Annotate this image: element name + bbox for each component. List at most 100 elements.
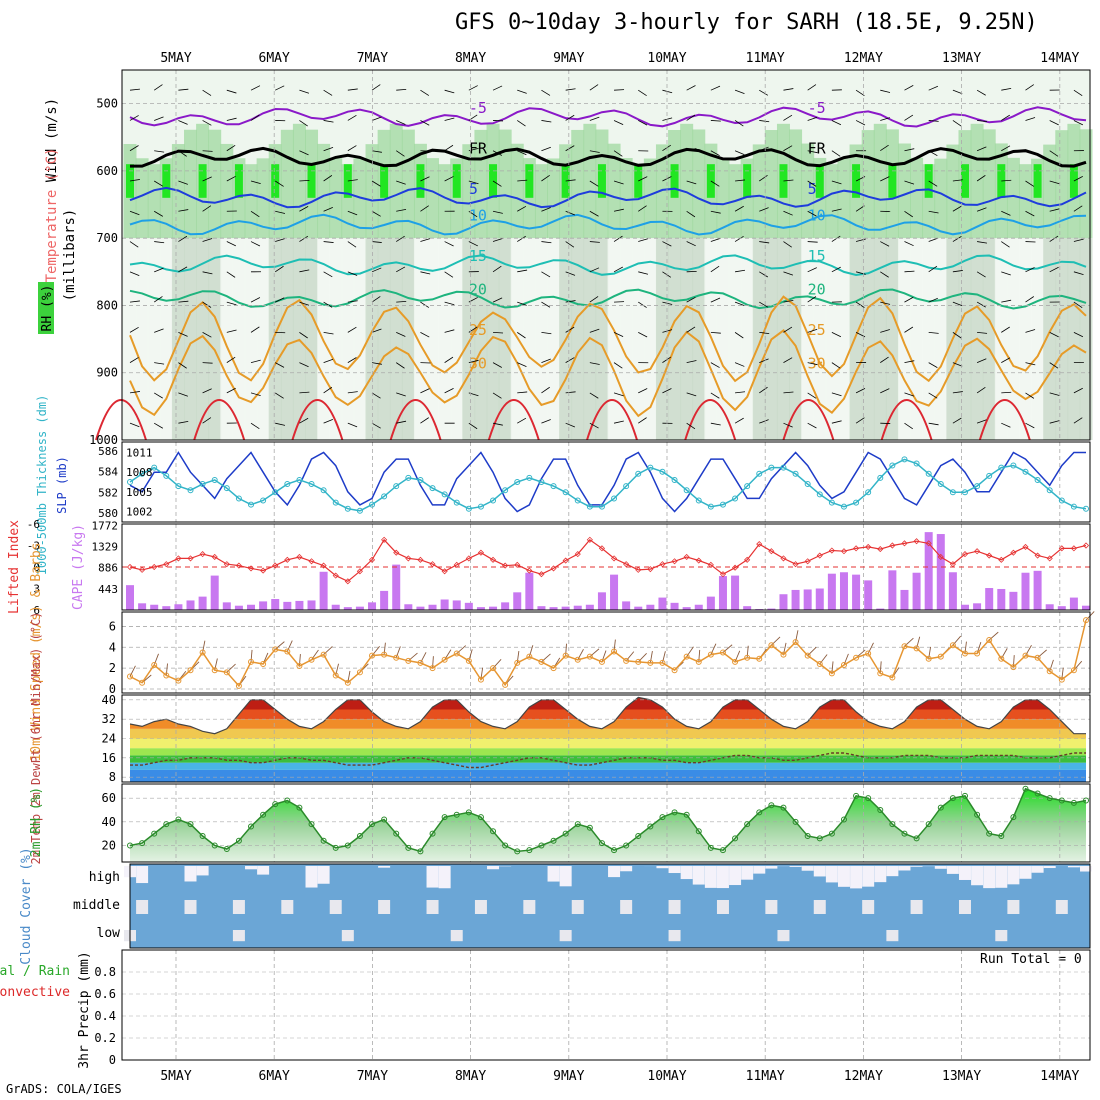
temp-band (130, 728, 1086, 739)
cloud-middle (184, 900, 197, 914)
cloud-high (136, 866, 149, 884)
data-point (284, 481, 291, 488)
cloud-low (232, 930, 245, 942)
data-point (792, 470, 799, 477)
wind-barb (250, 114, 260, 121)
wind-barb (1025, 180, 1035, 187)
cape-bar (864, 580, 873, 610)
wind-barb (904, 270, 915, 273)
rh-shade-low (1031, 238, 1045, 440)
wind-barb (153, 653, 159, 666)
wind-barb (165, 663, 168, 676)
data-point (441, 656, 448, 663)
rh-shade-low (268, 238, 282, 440)
data-point (369, 821, 376, 828)
wind-barb (879, 661, 882, 674)
wind-barb (807, 267, 817, 273)
wind-barb (420, 301, 430, 308)
wind-barb (371, 362, 382, 365)
data-point (683, 811, 690, 818)
cape-bar (174, 604, 183, 610)
wind-barb (347, 88, 358, 91)
temp-band (130, 762, 1086, 770)
wind-barb (275, 422, 286, 426)
wind-barb (444, 89, 455, 94)
wind-barb (904, 148, 915, 152)
wind-barb (178, 120, 188, 125)
data-point (707, 651, 714, 658)
data-point (974, 650, 981, 657)
wind-barb (395, 646, 401, 658)
data-point (623, 842, 630, 849)
li-point (828, 547, 835, 554)
data-point (453, 811, 460, 818)
rh-shade-low (305, 238, 319, 440)
data-point (635, 833, 642, 839)
rh-shade-low (885, 238, 899, 440)
wind-barb (517, 179, 528, 182)
data-point (877, 474, 884, 481)
wind-barb (807, 328, 818, 333)
data-point (441, 491, 448, 498)
wind-barb (783, 391, 794, 394)
wind-barb (613, 150, 623, 157)
wind-barb (928, 392, 938, 399)
contour-15 (129, 254, 1087, 277)
wind-barb (904, 180, 915, 185)
wind-barb (904, 296, 914, 303)
li-point (465, 555, 472, 562)
li-point (671, 558, 678, 565)
data-point (211, 476, 218, 483)
wind-barb (1001, 114, 1010, 121)
rh-shade-low (982, 238, 996, 440)
cloud-high (801, 866, 814, 871)
li-point (187, 555, 194, 562)
y-tick-label: 600 (96, 164, 118, 178)
wind-barb (492, 150, 503, 156)
rh-high (307, 164, 316, 198)
wind-barb (154, 328, 164, 333)
wind-barb (759, 331, 770, 334)
data-point (586, 653, 593, 660)
wind-barb (371, 210, 381, 217)
data-point (683, 487, 690, 494)
rh-shade (764, 130, 778, 239)
data-point (562, 489, 569, 496)
wind-barb (746, 645, 749, 658)
data-point (925, 470, 932, 477)
cape-bar (610, 574, 619, 610)
cloud-middle (136, 900, 149, 914)
y-tick-label: 700 (96, 231, 118, 245)
cape-bar (900, 589, 909, 610)
data-point (635, 470, 642, 477)
wind-barb (855, 387, 866, 394)
wind-barb (735, 391, 746, 394)
data-point (611, 648, 618, 655)
wind-barb (783, 357, 793, 363)
wind-barb (517, 150, 527, 156)
data-point (1070, 503, 1077, 510)
cloud-low (450, 930, 463, 942)
series-line (129, 451, 1086, 513)
data-point (151, 830, 158, 837)
wind-barb (371, 84, 381, 91)
wind-barb (613, 266, 624, 273)
wind-barb (952, 417, 962, 424)
wind-barb (819, 654, 828, 665)
rh-shade-low (1079, 238, 1093, 440)
wind-barb (226, 356, 236, 363)
wind-barb (904, 326, 914, 333)
wind-barb (928, 331, 939, 334)
wind-barb (323, 418, 334, 424)
contour-label: 25 (808, 321, 826, 339)
credit-label: GrADS: COLA/IGES (6, 1082, 122, 1096)
cloud-middle (474, 900, 487, 914)
wind-barb (614, 89, 625, 91)
wind-barb (710, 297, 721, 303)
rh-shade-low (631, 238, 645, 440)
data-point (417, 476, 424, 483)
wind-barb (323, 271, 333, 278)
wind-barb (807, 362, 818, 366)
li-point (1058, 545, 1065, 552)
y-tick-label: 0.4 (94, 1009, 116, 1023)
